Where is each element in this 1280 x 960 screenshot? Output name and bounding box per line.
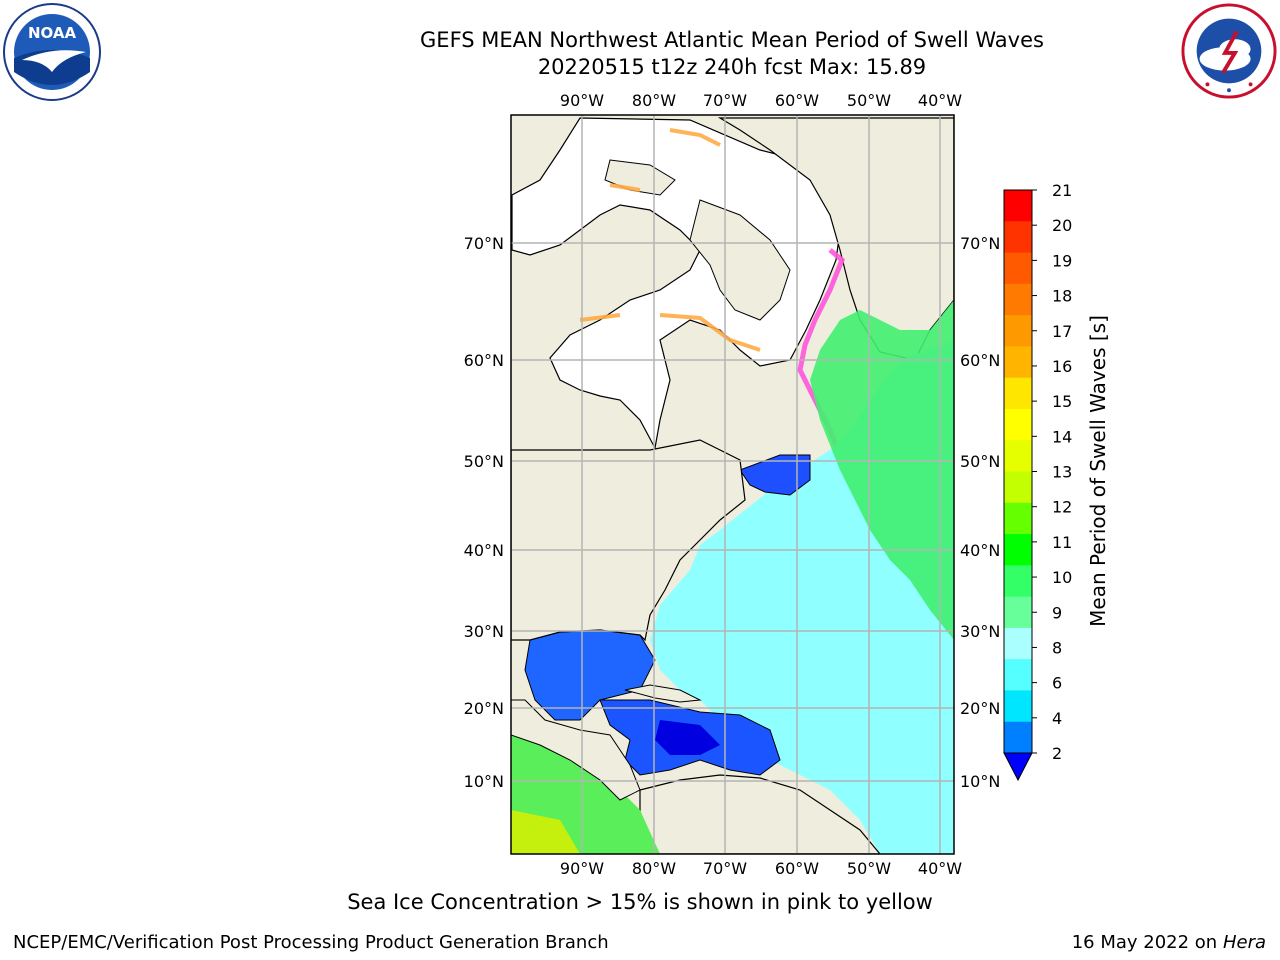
colorbar-tick-label: 9 [1052, 603, 1062, 622]
lon-label: 50°W [847, 91, 891, 110]
lat-label: 10°N [464, 772, 504, 791]
lat-label: 30°N [960, 622, 1000, 641]
colorbar-tick-label: 6 [1052, 674, 1062, 693]
colorbar-segment [1004, 283, 1032, 316]
lon-label: 80°W [632, 859, 676, 878]
sea-ice-note: Sea Ice Concentration > 15% is shown in … [347, 890, 933, 914]
colorbar-segment [1004, 221, 1032, 254]
north-america-land [511, 439, 746, 642]
colorbar: 21 20 19 18 17 16 15 14 13 12 11 10 9 8 6 4 2 [1003, 181, 1072, 782]
colorbar-segment [1004, 346, 1032, 379]
colorbar-tick-label: 15 [1052, 392, 1072, 411]
lon-label: 90°W [560, 91, 604, 110]
colorbar-segment [1004, 471, 1032, 504]
lon-label: 40°W [918, 859, 962, 878]
gulf-st-lawrence [739, 454, 811, 496]
caribbean-deep [655, 720, 720, 755]
lat-label: 20°N [464, 699, 504, 718]
colorbar-tick-label: 20 [1052, 216, 1072, 235]
colorbar-tick-label: 16 [1052, 357, 1072, 376]
lat-label: 40°N [464, 541, 504, 560]
footer-credit: NCEP/EMC/Verification Post Processing Pr… [13, 932, 609, 953]
nws-logo [1181, 3, 1277, 99]
colorbar-segment [1004, 315, 1032, 347]
footer-host: Hera [1222, 932, 1266, 953]
colorbar-segment [1004, 534, 1032, 566]
lat-label: 50°N [960, 452, 1000, 471]
south-america-land [639, 774, 881, 854]
colorbar-segment [1004, 502, 1032, 535]
footer-date-text: 16 May 2022 on [1071, 932, 1218, 953]
lon-label: 60°W [775, 859, 819, 878]
colorbar-segment [1004, 596, 1032, 629]
colorbar-label: Mean Period of Swell Waves [s] [1086, 315, 1110, 627]
colorbar-tick-label: 14 [1052, 427, 1072, 446]
colorbar-tick-label: 18 [1052, 287, 1072, 306]
map-area [511, 115, 954, 854]
colorbar-segment [1004, 659, 1032, 691]
lat-label: 40°N [960, 541, 1000, 560]
sea-ice-fringe-2 [579, 128, 761, 352]
lat-labels-left: 70°N 60°N 50°N 40°N 30°N 20°N 10°N [464, 234, 504, 791]
central-america [511, 699, 641, 801]
noaa-logo-text: NOAA [28, 24, 77, 42]
lon-label: 40°W [918, 91, 962, 110]
green-swell-zone [810, 300, 954, 640]
lon-label: 50°W [847, 859, 891, 878]
colorbar-segment [1004, 190, 1032, 222]
colorbar-extend-arrow [1003, 752, 1033, 782]
baffin-island [689, 199, 791, 321]
colorbar-segment [1004, 565, 1032, 598]
lat-label: 70°N [464, 234, 504, 253]
lat-label: 20°N [960, 699, 1000, 718]
footer-date: 16 May 2022 on Hera [1072, 932, 1266, 953]
lat-label: 30°N [464, 622, 504, 641]
colorbar-tick-label: 8 [1052, 638, 1062, 657]
colorbar-tick-label: 2 [1052, 744, 1062, 763]
colorbar-tick-label: 13 [1052, 463, 1072, 482]
lon-label: 80°W [632, 91, 676, 110]
colorbar-tick-label: 12 [1052, 498, 1072, 517]
lon-label: 70°W [703, 859, 747, 878]
colorbar-tick-label: 4 [1052, 709, 1062, 728]
lon-labels-top: 90°W 80°W 70°W 60°W 50°W 40°W [560, 91, 962, 110]
colorbar-segment [1004, 627, 1032, 660]
colorbar-segment [1004, 690, 1032, 723]
lon-labels-bottom: 90°W 80°W 70°W 60°W 50°W 40°W [560, 859, 962, 878]
colorbar-tick-label: 10 [1052, 568, 1072, 587]
colorbar-tick-label: 17 [1052, 322, 1072, 341]
colorbar-segment [1004, 440, 1032, 472]
lat-label: 70°N [960, 234, 1000, 253]
chart-subtitle: 20220515 t12z 240h fcst Max: 15.89 [537, 55, 927, 79]
lon-label: 70°W [703, 91, 747, 110]
pacific-yellow [511, 810, 580, 854]
colorbar-segment [1004, 408, 1032, 441]
lat-label: 50°N [464, 452, 504, 471]
colorbar-tick-label: 19 [1052, 251, 1072, 270]
noaa-logo: NOAA [3, 3, 101, 101]
colorbar-tick-label: 21 [1052, 181, 1072, 200]
lat-label: 60°N [464, 351, 504, 370]
lat-labels-right: 70°N 60°N 50°N 40°N 30°N 20°N 10°N [960, 234, 1000, 791]
cuba [624, 684, 702, 703]
graticule [511, 115, 954, 854]
colorbar-segment [1004, 721, 1032, 754]
lat-label: 10°N [960, 772, 1000, 791]
colorbar-segment [1004, 377, 1032, 410]
lon-label: 90°W [560, 859, 604, 878]
colorbar-segment [1004, 252, 1032, 285]
map-frame [510, 114, 955, 855]
lon-label: 60°W [775, 91, 819, 110]
colorbar-tick-label: 11 [1052, 533, 1072, 552]
chart-title: GEFS MEAN Northwest Atlantic Mean Period… [420, 28, 1044, 52]
arctic-ice-region [511, 117, 841, 450]
lat-label: 60°N [960, 351, 1000, 370]
